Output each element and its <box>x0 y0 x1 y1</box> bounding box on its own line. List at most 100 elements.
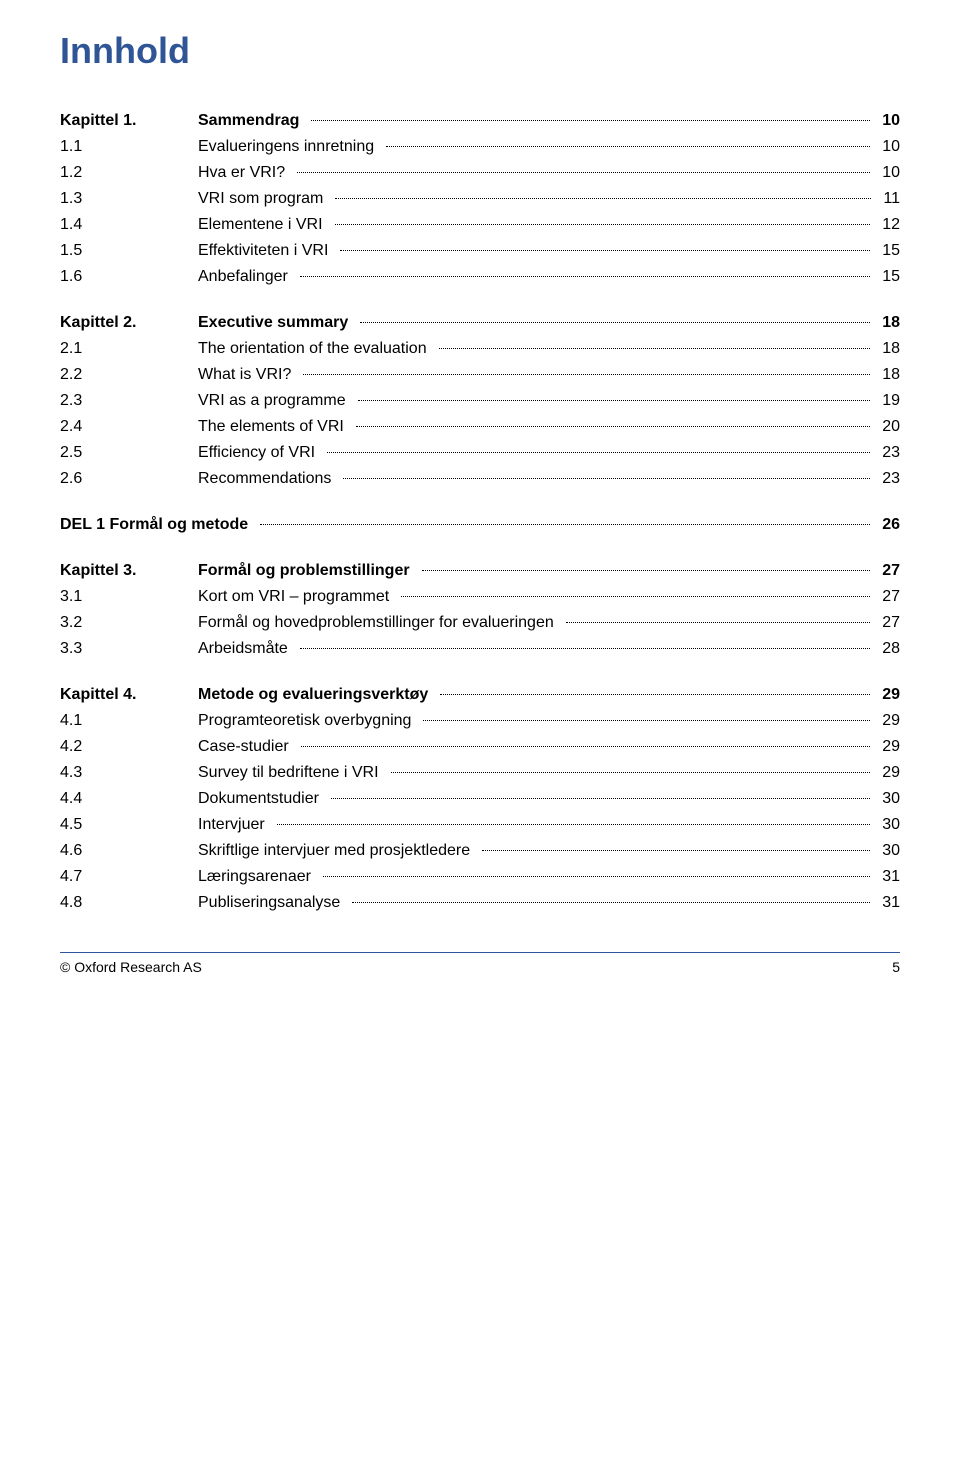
toc-entry-page: 30 <box>882 842 900 860</box>
toc-leader <box>356 426 870 427</box>
toc-entry-row: 1.3 VRI som program 11 <box>60 190 900 208</box>
toc-section: Kapittel 3.Formål og problemstillinger27… <box>60 562 900 658</box>
toc-entry-number: 1.3 <box>60 190 190 208</box>
toc-entry-number: 3.3 <box>60 640 190 658</box>
toc-leader <box>360 322 870 323</box>
toc-entry-number: 3.1 <box>60 588 190 606</box>
toc-entry-number: 4.7 <box>60 868 190 886</box>
toc-entry-row: 1.4Elementene i VRI12 <box>60 216 900 234</box>
toc-leader <box>327 452 870 453</box>
toc-entry-page: 30 <box>882 790 900 808</box>
toc-entry-number: Kapittel 4. <box>60 686 190 704</box>
toc-leader <box>440 694 870 695</box>
toc-entry-page: 20 <box>882 418 900 436</box>
toc-leader <box>401 596 870 597</box>
toc-entry-label: DEL 1 Formål og metode <box>60 516 248 534</box>
toc-section: Kapittel 2.Executive summary182.1The ori… <box>60 314 900 488</box>
toc-entry-row: 4.7 Læringsarenaer 31 <box>60 868 900 886</box>
toc-entry-number: 2.3 <box>60 392 190 410</box>
toc-entry-label: The orientation of the evaluation <box>198 340 427 358</box>
toc-entry-label: VRI som program <box>198 190 323 208</box>
toc-entry-label: Evalueringens innretning <box>198 138 374 156</box>
toc-entry-page: 18 <box>882 314 900 332</box>
toc-entry-page: 11 <box>883 190 900 208</box>
toc-leader <box>566 622 870 623</box>
toc-entry-number: 1.5 <box>60 242 190 260</box>
toc-entry-page: 10 <box>882 112 900 130</box>
toc-entry-page: 29 <box>882 764 900 782</box>
toc-entry-number: Kapittel 1. <box>60 112 190 130</box>
toc-leader <box>391 772 871 773</box>
toc-leader <box>303 374 870 375</box>
toc-entry-row: 4.5 Intervjuer 30 <box>60 816 900 834</box>
toc-entry-number: 3.2 <box>60 614 190 632</box>
toc-entry-label: Metode og evalueringsverktøy <box>198 686 428 704</box>
toc-entry-label: Formål og problemstillinger <box>198 562 410 580</box>
toc-title: Innhold <box>60 30 900 72</box>
toc-entry-label: Dokumentstudier <box>198 790 319 808</box>
toc-entry-page: 27 <box>882 614 900 632</box>
toc-leader <box>386 146 870 147</box>
toc-entry-page: 31 <box>882 894 900 912</box>
toc-entry-page: 29 <box>882 712 900 730</box>
toc-leader <box>331 798 870 799</box>
toc-entry-row: 4.2Case-studier29 <box>60 738 900 756</box>
toc-leader <box>300 648 870 649</box>
toc-entry-row: 4.4 Dokumentstudier 30 <box>60 790 900 808</box>
toc-heading-row: DEL 1 Formål og metode 26 <box>60 516 900 534</box>
toc-entry-row: 1.2Hva er VRI?10 <box>60 164 900 182</box>
toc-leader <box>260 524 870 525</box>
toc-leader <box>335 198 871 199</box>
toc-entry-page: 18 <box>882 366 900 384</box>
toc-entry-label: Arbeidsmåte <box>198 640 288 658</box>
toc-entry-label: Læringsarenaer <box>198 868 311 886</box>
toc-entry-number: 4.1 <box>60 712 190 730</box>
toc-entry-row: 2.1The orientation of the evaluation18 <box>60 340 900 358</box>
toc-entry-page: 23 <box>882 444 900 462</box>
toc-heading-row: Kapittel 3.Formål og problemstillinger27 <box>60 562 900 580</box>
toc-leader <box>340 250 870 251</box>
footer-left: © Oxford Research AS <box>60 959 202 975</box>
toc-leader <box>323 876 870 877</box>
toc-leader <box>311 120 870 121</box>
toc-entry-label: Intervjuer <box>198 816 265 834</box>
toc-entry-row: 4.3Survey til bedriftene i VRI29 <box>60 764 900 782</box>
toc-entry-number: 4.3 <box>60 764 190 782</box>
toc-entry-label: Effektiviteten i VRI <box>198 242 328 260</box>
toc-entry-page: 27 <box>882 588 900 606</box>
toc-entry-label: What is VRI? <box>198 366 291 384</box>
toc-entry-label: Hva er VRI? <box>198 164 285 182</box>
toc-entry-label: Publiseringsanalyse <box>198 894 340 912</box>
toc-entry-page: 31 <box>882 868 900 886</box>
toc-entry-number: Kapittel 2. <box>60 314 190 332</box>
toc-entry-row: 4.6Skriftlige intervjuer med prosjektled… <box>60 842 900 860</box>
toc-section: DEL 1 Formål og metode 26 <box>60 516 900 534</box>
toc-entry-page: 26 <box>882 516 900 534</box>
footer-rule <box>60 952 900 953</box>
toc-entry-page: 30 <box>882 816 900 834</box>
toc-entry-row: 3.1 Kort om VRI – programmet 27 <box>60 588 900 606</box>
toc-entry-row: 1.6Anbefalinger15 <box>60 268 900 286</box>
toc-heading-row: Kapittel 1. Sammendrag 10 <box>60 112 900 130</box>
toc-entry-label: Anbefalinger <box>198 268 288 286</box>
toc-entry-page: 27 <box>882 562 900 580</box>
toc-entry-number: 4.4 <box>60 790 190 808</box>
toc-entry-page: 29 <box>882 686 900 704</box>
toc-entry-label: VRI as a programme <box>198 392 346 410</box>
toc-entry-row: 4.8Publiseringsanalyse31 <box>60 894 900 912</box>
toc-entry-page: 28 <box>882 640 900 658</box>
toc-entry-label: Kort om VRI – programmet <box>198 588 389 606</box>
toc-entry-page: 12 <box>882 216 900 234</box>
toc-entry-number: 4.5 <box>60 816 190 834</box>
toc-entry-row: 2.3VRI as a programme19 <box>60 392 900 410</box>
toc-leader <box>352 902 870 903</box>
toc-entry-number: 4.6 <box>60 842 190 860</box>
toc-leader <box>301 746 871 747</box>
toc-entry-number: 1.6 <box>60 268 190 286</box>
toc-heading-row: Kapittel 4. Metode og evalueringsverktøy 2… <box>60 686 900 704</box>
toc-entry-row: 1.1Evalueringens innretning10 <box>60 138 900 156</box>
toc-entry-row: 2.4The elements of VRI20 <box>60 418 900 436</box>
toc-entry-number: 2.6 <box>60 470 190 488</box>
toc-entry-row: 2.5Efficiency of VRI23 <box>60 444 900 462</box>
toc-entry-label: Sammendrag <box>198 112 299 130</box>
